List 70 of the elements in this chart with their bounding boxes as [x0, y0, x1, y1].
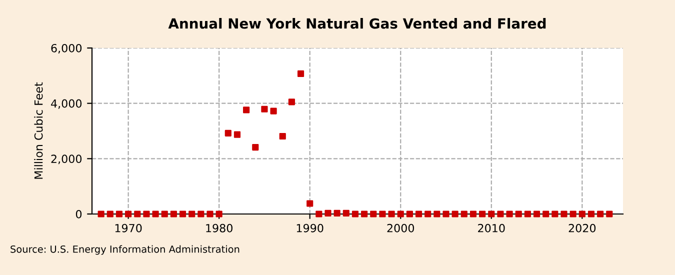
point [370, 210, 377, 218]
source-note: Source: U.S. Energy Information Administration [10, 245, 240, 255]
point [578, 210, 586, 218]
x-tick-label: 2000 [387, 224, 414, 232]
point [261, 106, 268, 112]
point [388, 210, 395, 218]
point [397, 210, 404, 218]
point [234, 131, 241, 138]
point [342, 210, 350, 216]
point [352, 210, 359, 218]
y-tick-label: 6,000 [51, 44, 82, 54]
y-tick-label: 4,000 [51, 99, 82, 109]
point [570, 210, 576, 218]
point [98, 210, 104, 218]
point [533, 210, 540, 218]
point [334, 210, 340, 216]
x-tick-label: 1970 [115, 224, 142, 232]
point [125, 210, 132, 218]
chart-title: Annual New York Natural Gas Vented and Flared [168, 18, 546, 29]
point [460, 210, 468, 218]
point [170, 210, 177, 218]
point [552, 210, 558, 218]
point [515, 210, 522, 218]
point [243, 106, 250, 114]
point [379, 210, 386, 218]
point [143, 210, 150, 218]
point [297, 70, 304, 78]
point [116, 210, 123, 218]
point [560, 210, 568, 218]
point [152, 210, 159, 218]
point [252, 144, 259, 151]
y-tick-label: 0 [76, 210, 82, 218]
point [106, 210, 114, 218]
point [134, 210, 141, 218]
point [161, 210, 168, 218]
point [270, 108, 277, 114]
point [542, 210, 550, 218]
point [316, 210, 322, 218]
point [442, 210, 450, 218]
point [306, 200, 314, 207]
point [188, 210, 196, 218]
point [506, 210, 513, 218]
point [288, 98, 295, 106]
point [497, 210, 504, 218]
point [524, 210, 531, 218]
point [216, 210, 222, 218]
y-axis-title: Million Cubic Feet [34, 82, 43, 179]
point [606, 210, 613, 218]
point [470, 210, 477, 218]
point [597, 210, 604, 218]
point [434, 210, 440, 218]
point [488, 210, 495, 218]
point [415, 210, 422, 218]
point [179, 210, 186, 218]
point [224, 130, 232, 137]
x-tick-label: 1980 [206, 224, 232, 232]
point [198, 210, 204, 218]
point [324, 210, 332, 216]
point [479, 210, 486, 218]
point [361, 210, 368, 218]
point [424, 210, 432, 218]
point [206, 210, 214, 218]
point [452, 210, 458, 218]
point [406, 210, 413, 218]
x-tick-label: 2010 [478, 224, 505, 232]
point [279, 132, 286, 140]
x-tick-label: 2020 [568, 224, 596, 232]
point [588, 210, 595, 218]
x-tick-label: 1990 [296, 224, 324, 232]
y-tick-label: 2,000 [51, 154, 82, 164]
